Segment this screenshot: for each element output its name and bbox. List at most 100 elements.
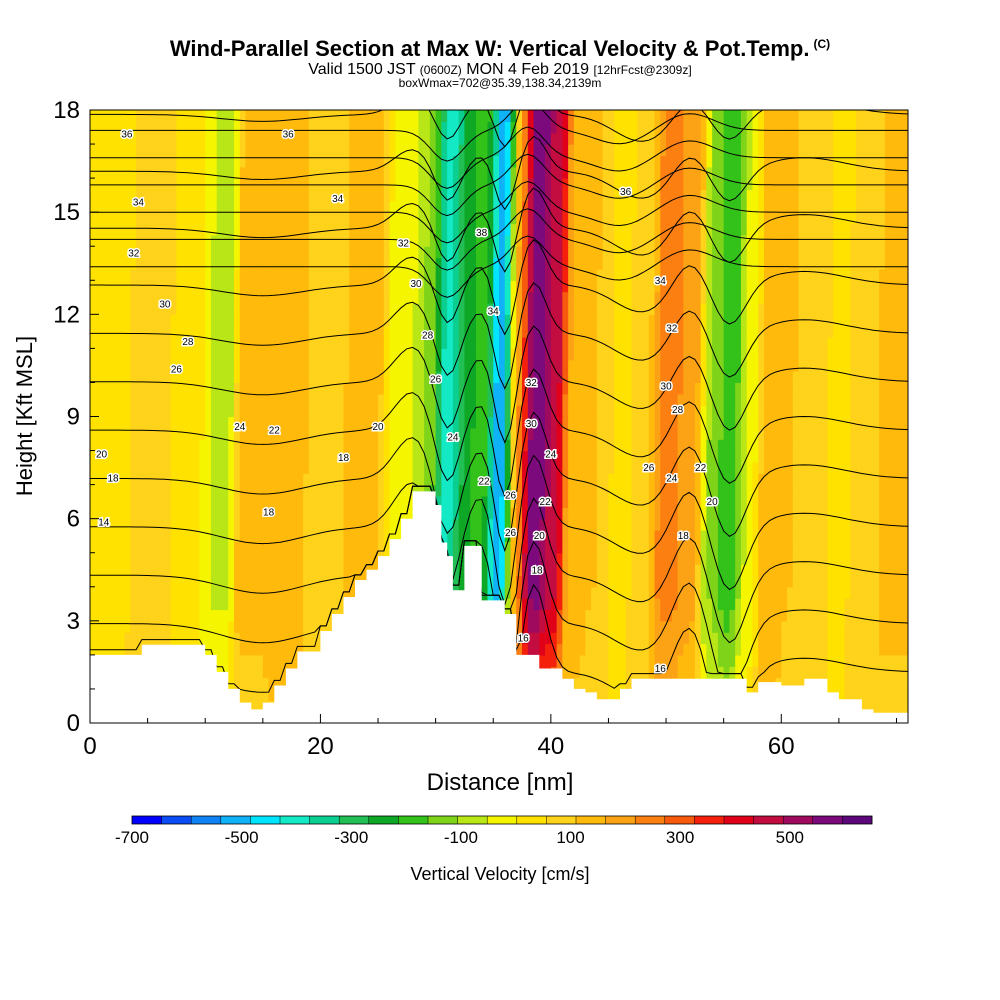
heatmap-cell [631, 450, 638, 463]
heatmap-cell [187, 552, 195, 565]
heatmap-cell [141, 598, 149, 611]
heatmap-cell [706, 518, 713, 531]
heatmap-cell [550, 518, 558, 531]
heatmap-cell [527, 643, 535, 656]
heatmap-cell [199, 518, 206, 531]
heatmap-cell [896, 507, 903, 520]
heatmap-cell [591, 518, 598, 531]
heatmap-cell [314, 473, 322, 486]
heatmap-cell [527, 393, 535, 406]
heatmap-cell [291, 643, 298, 656]
heatmap-cell [850, 416, 857, 429]
heatmap-cell [522, 541, 529, 554]
heatmap-cell [147, 382, 154, 395]
heatmap-cell [297, 518, 304, 531]
heatmap-cell [643, 552, 650, 565]
heatmap-cell [585, 541, 592, 554]
heatmap-cell [631, 439, 638, 452]
heatmap-cell [689, 461, 696, 474]
heatmap-cell [619, 609, 627, 622]
heatmap-cell [660, 439, 667, 452]
heatmap-cell [573, 371, 581, 384]
heatmap-cell [619, 484, 627, 497]
heatmap-cell [643, 371, 650, 384]
heatmap-cell [487, 416, 494, 429]
heatmap-cell [787, 666, 794, 679]
heatmap-cell [861, 666, 869, 679]
heatmap-cell [850, 609, 857, 622]
heatmap-cell [902, 620, 908, 633]
heatmap-cell [136, 473, 143, 486]
heatmap-cell [619, 541, 627, 554]
heatmap-cell [406, 450, 414, 463]
heatmap-cell [591, 450, 598, 463]
heatmap-cell [591, 337, 598, 349]
heatmap-cell [251, 371, 258, 384]
heatmap-cell [170, 541, 178, 554]
heatmap-cell [821, 484, 828, 497]
heatmap-cell [861, 473, 869, 486]
heatmap-cell [677, 632, 684, 645]
heatmap-cell [591, 371, 598, 384]
heatmap-cell [689, 552, 696, 565]
heatmap-cell [792, 473, 800, 486]
heatmap-cell [792, 450, 800, 463]
heatmap-cell [481, 575, 489, 588]
heatmap-cell [228, 405, 235, 418]
heatmap-cell [838, 495, 846, 508]
heatmap-cell [285, 609, 293, 622]
heatmap-cell [101, 541, 108, 554]
heatmap-cell [205, 598, 212, 611]
heatmap-cell [268, 654, 275, 667]
heatmap-cell [850, 484, 857, 497]
heatmap-cell [389, 371, 396, 384]
heatmap-cell [896, 439, 903, 452]
heatmap-cell [545, 552, 552, 565]
heatmap-cell [861, 416, 869, 429]
heatmap-cell [798, 609, 805, 622]
heatmap-cell [303, 620, 310, 633]
heatmap-cell [187, 541, 195, 554]
heatmap-cell [141, 359, 149, 372]
heatmap-cell [193, 416, 201, 429]
heatmap-cell [95, 393, 103, 406]
heatmap-cell [666, 405, 673, 418]
heatmap-cell [222, 564, 229, 577]
heatmap-cell [810, 405, 817, 418]
heatmap-cell [504, 359, 512, 372]
heatmap-cell [360, 461, 368, 474]
heatmap-cell [441, 427, 448, 440]
heatmap-cell [124, 382, 131, 395]
heatmap-cell [147, 461, 154, 474]
heatmap-cell [395, 382, 402, 395]
heatmap-cell [257, 484, 264, 497]
heatmap-cell [844, 359, 851, 372]
heatmap-cell [827, 530, 834, 542]
heatmap-cell [602, 507, 610, 520]
heatmap-cell [856, 518, 863, 531]
heatmap-cell [712, 348, 719, 361]
heatmap-cell [884, 382, 892, 395]
heatmap-cell [660, 507, 667, 520]
heatmap-cell [107, 530, 114, 542]
heatmap-cell [550, 439, 558, 452]
heatmap-cell [124, 620, 131, 633]
heatmap-cell [746, 666, 754, 679]
heatmap-cell [303, 359, 310, 372]
heatmap-cell [792, 427, 800, 440]
heatmap-cell [527, 348, 535, 361]
heatmap-cell [729, 427, 736, 440]
heatmap-cell [902, 541, 908, 554]
heatmap-cell [717, 393, 725, 406]
heatmap-cell [130, 405, 137, 418]
heatmap-cell [556, 382, 563, 395]
heatmap-cell [199, 461, 206, 474]
heatmap-cell [810, 598, 817, 611]
heatmap-cell [775, 337, 782, 349]
heatmap-cell [354, 564, 362, 577]
heatmap-cell [758, 439, 765, 452]
heatmap-cell [159, 552, 166, 565]
heatmap-cell [787, 405, 794, 418]
heatmap-cell [677, 359, 684, 372]
heatmap-cell [884, 677, 892, 690]
